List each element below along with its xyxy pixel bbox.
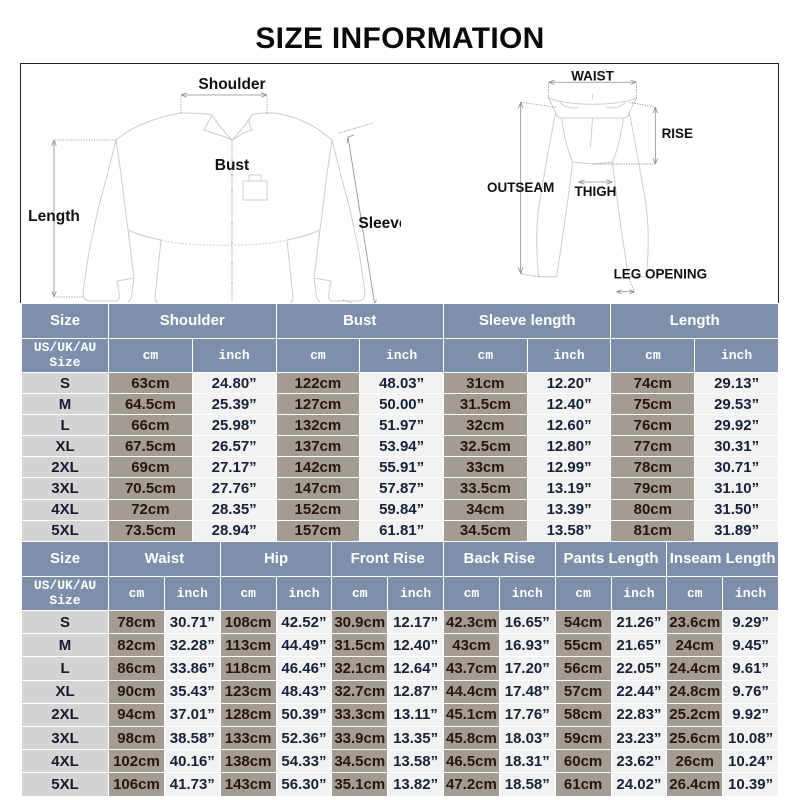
svg-text:Length: Length (28, 208, 80, 225)
svg-text:Sleeve: Sleeve (358, 215, 401, 232)
svg-text:RISE: RISE (662, 126, 693, 141)
svg-text:Bust: Bust (215, 157, 249, 174)
svg-text:THIGH: THIGH (575, 184, 617, 199)
svg-text:OUTSEAM: OUTSEAM (487, 180, 554, 195)
svg-text:Shoulder: Shoulder (198, 76, 265, 93)
svg-text:LEG OPENING: LEG OPENING (614, 267, 707, 282)
svg-text:WAIST: WAIST (571, 68, 614, 83)
